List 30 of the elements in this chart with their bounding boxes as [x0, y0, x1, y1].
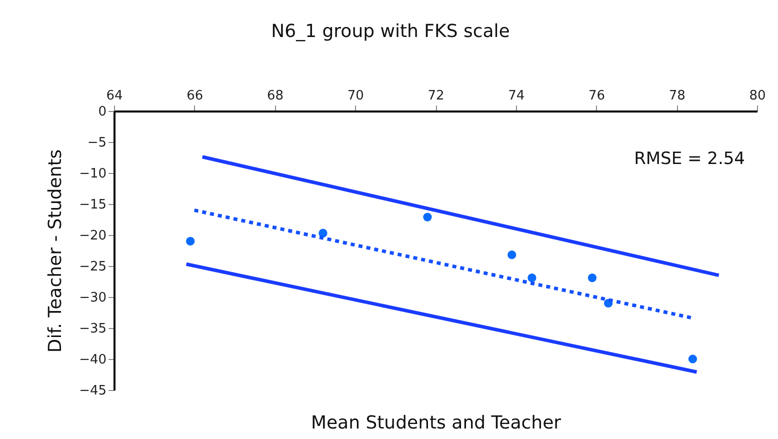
- y-tick-label: −30: [79, 290, 106, 306]
- y-tick-label: −45: [79, 384, 106, 398]
- x-tick-label: 68: [266, 88, 284, 104]
- x-tick-label: 80: [749, 88, 766, 104]
- x-tick-label: 78: [668, 88, 686, 104]
- point: [508, 250, 516, 260]
- x-tick-label: 70: [347, 88, 364, 104]
- x-tick-label: 64: [106, 88, 123, 104]
- y-tick-label: −5: [87, 136, 106, 150]
- y-tick-label: −40: [79, 352, 106, 368]
- y-tick-label: −20: [79, 228, 106, 244]
- point: [423, 212, 432, 222]
- point: [318, 228, 328, 238]
- y-tick-label: −35: [79, 322, 106, 336]
- y-tick-label: 0: [98, 104, 106, 120]
- y-axis-title: Dif. Teacher - Students: [45, 149, 66, 353]
- x-tick-label: 72: [428, 88, 444, 104]
- x-tick-label: 74: [508, 88, 525, 104]
- point: [528, 273, 536, 282]
- x-tick-label: 76: [588, 88, 606, 104]
- point: [688, 354, 698, 364]
- x-tick-label: 66: [186, 88, 204, 104]
- point: [588, 273, 597, 282]
- y-tick-label: −25: [79, 260, 106, 274]
- y-tick-label: −10: [79, 166, 106, 182]
- y-tick-label: −15: [79, 198, 106, 212]
- annotation: RMSE = 2.54: [634, 149, 745, 169]
- chart-title: N6_1 group with FKS scale: [271, 21, 510, 42]
- point: [186, 236, 195, 246]
- x-axis-title: Mean Students and Teacher: [310, 412, 562, 434]
